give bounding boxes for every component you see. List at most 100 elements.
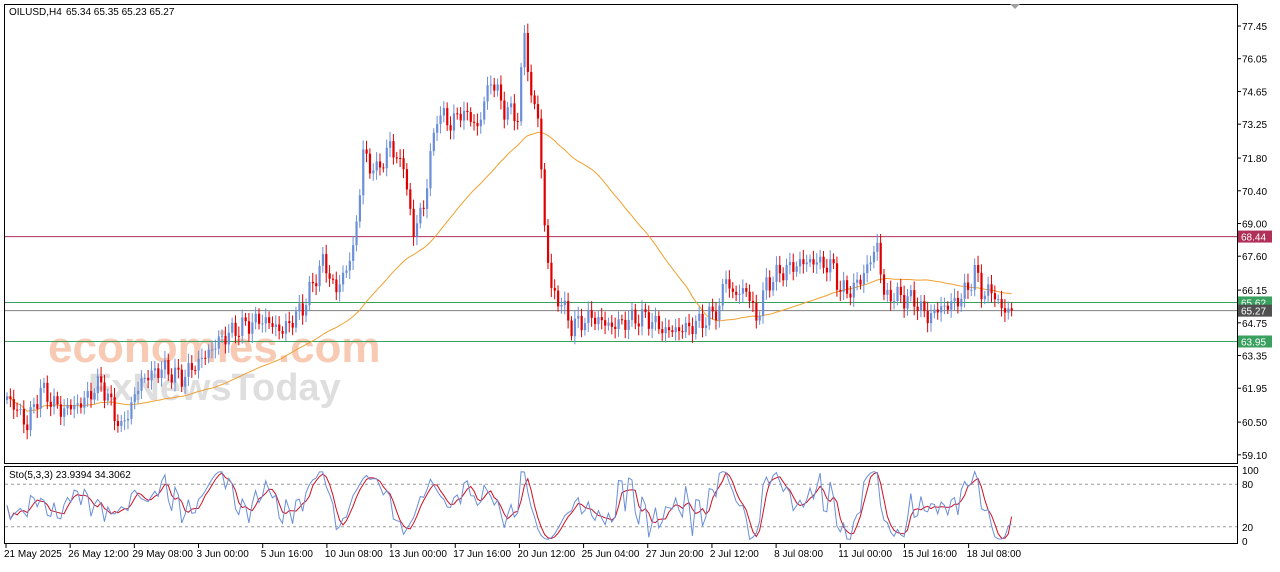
y-tick-label: 64.75 [1242,319,1267,330]
candle-body [217,336,220,349]
candle-body [328,273,331,279]
candle-body [809,259,812,263]
candle-body [966,282,970,290]
candle-body [318,265,321,287]
candle-body [563,300,566,306]
candle-body [993,293,997,300]
candle-body [385,147,388,169]
main-pane-frame [4,4,1238,464]
candle-body [721,284,724,306]
candle-body [876,242,879,252]
candle-body [174,367,177,383]
candle-body [701,313,704,329]
candle-body [624,319,627,330]
candle-body [352,245,355,261]
candle-body [261,323,264,325]
candle-body [214,348,217,350]
candle-body [1010,308,1013,311]
candle-body [718,305,721,321]
candle-body [311,281,314,284]
horizontal-levels [5,236,1237,342]
y-tick-label: 67.60 [1242,252,1267,263]
candle-body [489,84,493,86]
candle-body [395,157,398,159]
candle-body [886,289,889,295]
candle-body [73,404,76,410]
candle-body [587,310,590,324]
candle-body [1000,299,1003,309]
candle-body [321,254,325,266]
y-tick-label: 73.25 [1242,120,1267,131]
candle-body [227,332,230,345]
candle-body [479,119,482,127]
stochastic-axis: 100 80 20 0 [1242,466,1259,548]
candle-body [644,309,647,313]
candle-body [849,293,852,298]
candle-body [184,376,187,387]
candle-body [540,118,543,170]
candle-body [157,368,160,378]
candle-body [583,323,587,331]
candle-body [950,301,953,310]
x-tick-label: 15 Jul 16:00 [902,549,957,560]
candle-body [906,296,909,309]
candle-body [735,291,738,295]
candle-body [741,288,745,294]
candle-body [439,115,442,125]
ohlc-readout: 65.34 65.35 65.23 65.27 [66,7,175,18]
candle-body [116,421,120,427]
candle-body [281,331,284,334]
candle-body [298,303,301,312]
candle-body [315,283,318,287]
candle-body [772,281,775,291]
candle-body [53,396,56,407]
stochastic-levels [5,483,1237,528]
candle-body [476,122,479,127]
candle-body [348,260,351,271]
candle-body [869,262,872,265]
level-tag-box [1238,335,1272,348]
level-tag: 68.44 [1238,230,1272,244]
candle-body [9,396,12,400]
candle-body [493,84,496,91]
x-tick-label: 27 Jun 20:00 [646,549,704,560]
candle-body [130,402,133,419]
shift-marker-icon[interactable] [1010,4,1020,9]
x-tick-label: 3 Jun 00:00 [197,549,250,560]
candle-body [802,259,805,265]
candle-body [106,393,109,401]
x-tick-label: 26 May 12:00 [68,549,129,560]
stochastic-tick-label: 100 [1242,466,1259,477]
candle-body [664,327,667,334]
candle-body [224,335,227,345]
candle-body [100,376,103,383]
candle-body [647,312,650,329]
candle-body [207,349,210,358]
candle-body [375,161,378,171]
candle-body [294,311,298,328]
candle-body [496,84,499,91]
candle-body [513,103,516,122]
candle-body [456,113,459,115]
stochastic-pane[interactable]: 100 80 20 0 Sto(5,3,3) 23.9394 34.3062 [4,466,1260,548]
candle-body [194,369,197,371]
candle-body [210,349,214,351]
candle-body [331,278,335,280]
candle-body [147,377,150,381]
main-price-pane[interactable]: 77.45 76.05 74.65 73.25 71.80 70.40 69.00 67.60… [4,4,1273,464]
candle-body [674,327,677,333]
candle-body [59,404,62,417]
candle-body [409,189,412,209]
candle-body [829,259,832,273]
level-tag-label: 68.44 [1241,233,1266,244]
candle-body [933,309,936,314]
candle-body [678,327,681,332]
candle-body [919,301,923,311]
candle-body [36,404,39,409]
candle-body [170,374,173,383]
candle-body [550,262,553,288]
candle-body [355,221,358,246]
candle-body [607,322,610,326]
